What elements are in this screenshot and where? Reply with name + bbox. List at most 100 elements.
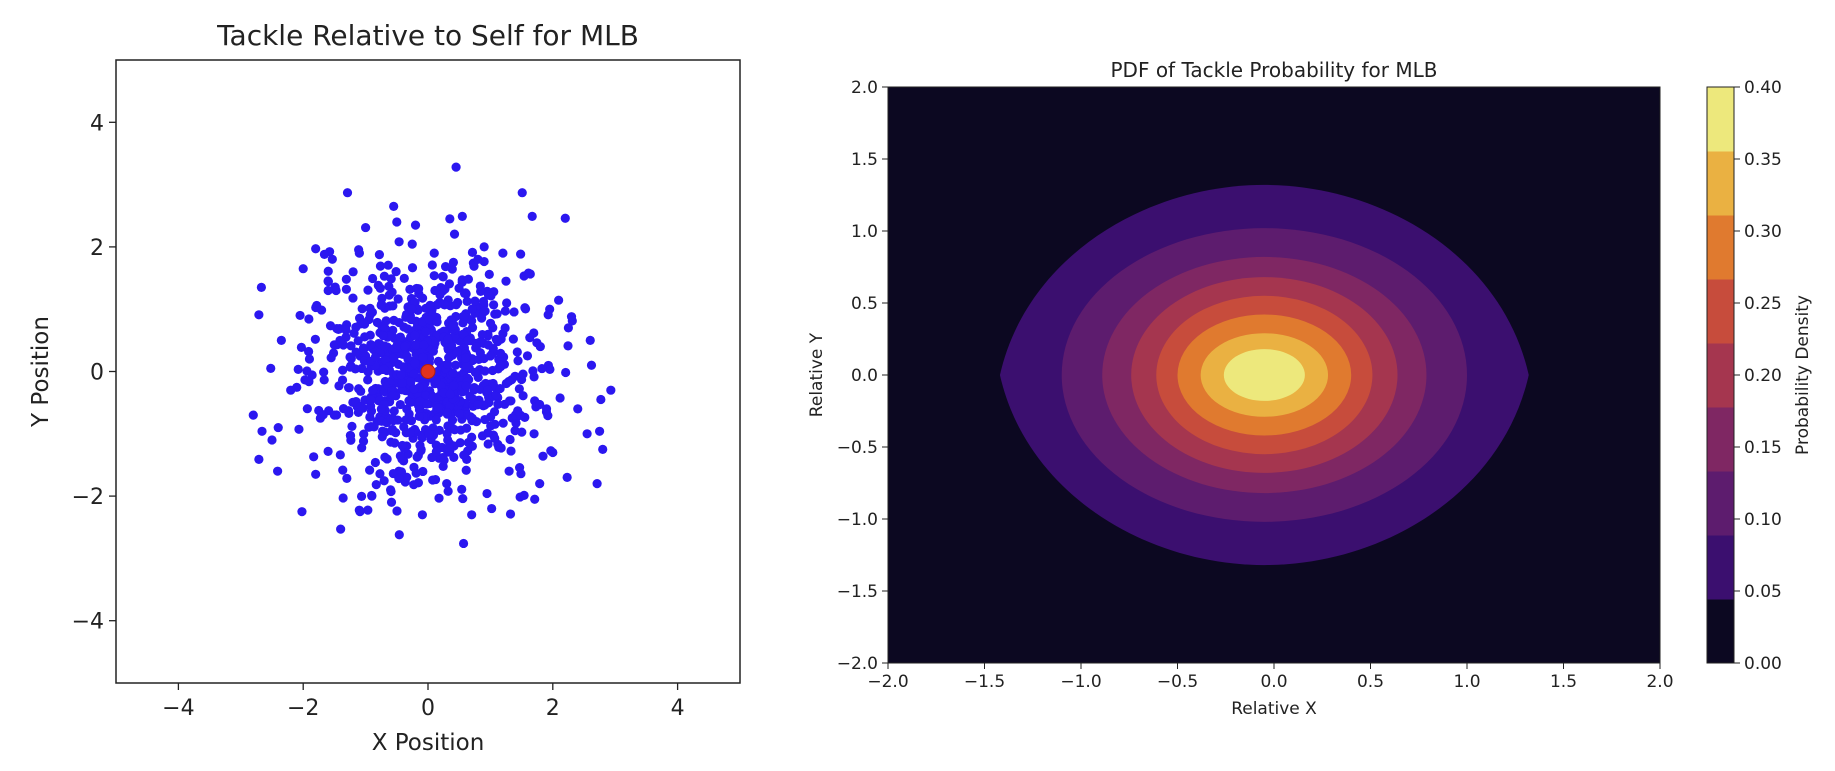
scatter-point [596,394,606,405]
scatter-point [367,307,377,317]
scatter-point [422,399,432,409]
scatter-point [331,285,341,296]
scatter-point [334,381,344,391]
scatter-point [506,446,516,456]
scatter-point [538,451,548,461]
scatter-point [562,472,572,483]
scatter-point [363,375,373,385]
scatter-point [458,493,468,504]
scatter-point [409,384,419,394]
scatter-point [495,360,505,370]
scatter-point [411,468,421,478]
scatter-point [397,385,407,395]
scatter-point [515,463,525,473]
scatter-point [382,454,392,464]
scatter-point [548,447,558,458]
scatter-point [319,367,329,377]
scatter-point [294,424,304,434]
scatter-point [286,385,296,395]
scatter-point [434,425,444,435]
scatter-point [394,530,404,540]
scatter-point [490,433,500,443]
scatter-point [400,341,410,351]
scatter-point [323,277,333,287]
scatter-point [431,447,441,457]
scatter-point [357,304,367,314]
scatter-point [519,490,529,500]
y-tick-label: 2 [90,236,104,261]
scatter-point [367,491,377,501]
scatter-point [493,399,503,410]
y-tick-label: −2.0 [837,654,878,674]
scatter-point [522,351,533,361]
scatter-point [346,353,356,364]
scatter-point [273,422,283,433]
scatter-point [366,339,376,350]
scatter-point [402,351,412,361]
scatter-point [333,324,344,334]
scatter-point [338,365,348,375]
scatter-point [508,334,518,344]
scatter-point [440,261,451,272]
scatter-point [475,281,485,291]
scatter-point [380,341,390,351]
scatter-point [406,416,417,426]
x-tick-label: −1.5 [964,672,1005,692]
scatter-point [327,254,337,264]
scatter-point [451,360,461,370]
scatter-point [394,237,404,247]
scatter-point [563,341,573,351]
scatter-point [385,485,396,495]
x-tick-label: 0.5 [1357,672,1384,692]
scatter-point [451,162,461,172]
scatter-y-axis-label: Y Position [28,316,54,428]
scatter-point [338,493,348,503]
scatter-point [273,466,283,476]
colorbar-swatch [1707,87,1734,152]
self-point [420,364,436,379]
x-tick-label: 2.0 [1646,672,1673,692]
scatter-point [473,400,483,410]
scatter-point [325,321,336,331]
scatter-chart: −4 −2 0 2 4 −4 −2 0 2 4 Tackle Relative to Self … [28,19,741,756]
scatter-point [482,488,492,499]
scatter-point [480,366,490,376]
scatter-point [502,298,512,308]
scatter-point [409,369,419,379]
scatter-point [418,352,428,363]
scatter-point [431,415,441,425]
scatter-point [405,428,416,438]
scatter-point [586,360,597,370]
colorbar-tick-label: 0.15 [1744,438,1782,458]
scatter-point [304,354,315,364]
scatter-point [375,469,385,479]
scatter-point [520,304,531,314]
scatter-point [297,507,307,517]
scatter-title: Tackle Relative to Self for MLB [216,19,639,52]
scatter-point [349,328,359,338]
colorbar-swatch [1707,599,1734,664]
scatter-point [356,386,366,396]
scatter-point [359,429,369,439]
scatter-point [455,438,465,448]
scatter-point [467,413,477,423]
colorbar-swatch [1707,151,1734,216]
scatter-point [512,347,522,357]
scatter-point [598,444,608,454]
y-tick-label: −4 [72,610,104,635]
scatter-point [376,404,386,414]
scatter-point [304,346,314,357]
scatter-point [501,276,511,286]
scatter-point [256,282,266,292]
scatter-point [461,423,472,433]
scatter-point [389,201,399,212]
scatter-point [347,421,357,431]
scatter-point [435,290,445,300]
scatter-point [311,244,321,254]
scatter-point [461,353,471,363]
scatter-point [489,300,499,310]
scatter-point [498,248,508,258]
scatter-point [462,296,472,307]
scatter-point [561,367,571,378]
scatter-point [395,451,405,461]
